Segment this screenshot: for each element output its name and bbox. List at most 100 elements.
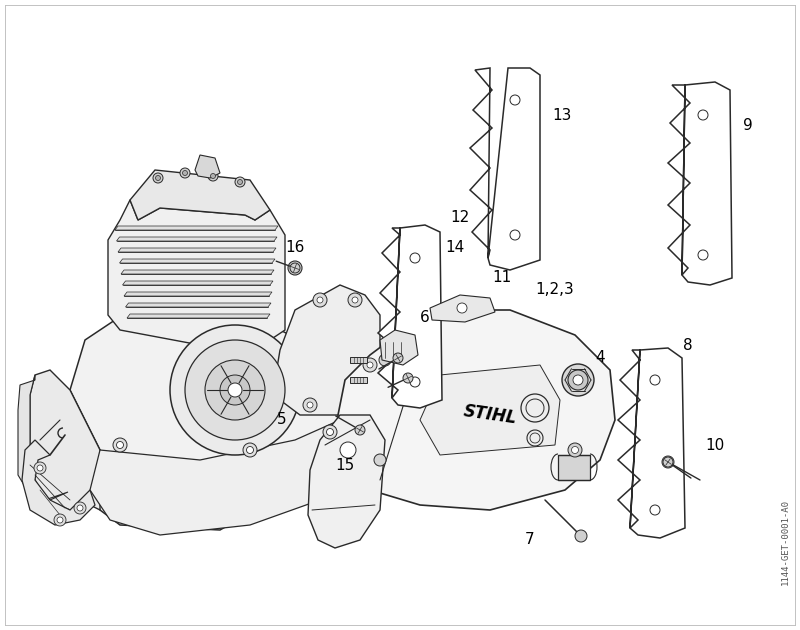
Circle shape xyxy=(290,263,300,273)
Circle shape xyxy=(243,443,257,457)
Circle shape xyxy=(37,465,43,471)
Circle shape xyxy=(313,293,327,307)
Circle shape xyxy=(662,456,674,468)
Circle shape xyxy=(180,168,190,178)
Circle shape xyxy=(363,358,377,372)
Circle shape xyxy=(562,364,594,396)
Circle shape xyxy=(303,398,317,412)
Circle shape xyxy=(323,425,337,439)
Polygon shape xyxy=(121,270,274,274)
Polygon shape xyxy=(350,377,367,383)
Polygon shape xyxy=(118,248,276,252)
Polygon shape xyxy=(22,440,95,525)
Text: 15: 15 xyxy=(335,457,354,472)
Polygon shape xyxy=(30,370,100,510)
Polygon shape xyxy=(127,314,270,318)
Circle shape xyxy=(34,462,46,474)
Circle shape xyxy=(326,428,334,435)
Polygon shape xyxy=(308,415,385,548)
Polygon shape xyxy=(275,285,380,415)
Circle shape xyxy=(238,180,242,185)
Circle shape xyxy=(457,303,467,313)
Circle shape xyxy=(317,297,323,303)
Circle shape xyxy=(393,353,403,363)
Polygon shape xyxy=(119,259,275,263)
Circle shape xyxy=(57,517,63,523)
Text: 4: 4 xyxy=(595,350,605,365)
Circle shape xyxy=(291,265,298,272)
Circle shape xyxy=(153,173,163,183)
Text: 13: 13 xyxy=(552,108,572,122)
Circle shape xyxy=(650,505,660,515)
Polygon shape xyxy=(130,170,270,220)
Polygon shape xyxy=(378,225,442,408)
Circle shape xyxy=(185,340,285,440)
Circle shape xyxy=(113,438,127,452)
Circle shape xyxy=(355,425,365,435)
Circle shape xyxy=(510,95,520,105)
Circle shape xyxy=(568,443,582,457)
Circle shape xyxy=(573,375,583,385)
Circle shape xyxy=(571,447,578,454)
Circle shape xyxy=(182,171,187,176)
Circle shape xyxy=(379,354,391,366)
Text: 7: 7 xyxy=(525,532,535,547)
Polygon shape xyxy=(430,295,495,322)
Text: 10: 10 xyxy=(706,437,725,452)
Polygon shape xyxy=(115,226,278,230)
Polygon shape xyxy=(108,200,285,345)
Circle shape xyxy=(340,442,356,458)
Circle shape xyxy=(698,110,708,120)
Circle shape xyxy=(228,383,242,397)
Polygon shape xyxy=(90,420,355,535)
Polygon shape xyxy=(558,455,590,480)
Circle shape xyxy=(650,375,660,385)
Circle shape xyxy=(54,514,66,526)
Circle shape xyxy=(235,177,245,187)
Polygon shape xyxy=(126,303,271,307)
Text: STIHL: STIHL xyxy=(462,403,518,428)
Circle shape xyxy=(663,457,673,467)
Polygon shape xyxy=(380,330,418,365)
Text: 6: 6 xyxy=(420,311,430,326)
Circle shape xyxy=(403,373,413,383)
Polygon shape xyxy=(668,82,732,285)
Circle shape xyxy=(307,402,313,408)
Circle shape xyxy=(210,173,215,178)
Polygon shape xyxy=(18,375,68,500)
Polygon shape xyxy=(124,292,272,296)
Polygon shape xyxy=(420,365,560,455)
Polygon shape xyxy=(470,68,540,270)
Text: 1144-GET-0001-A0: 1144-GET-0001-A0 xyxy=(781,499,790,585)
Text: 1,2,3: 1,2,3 xyxy=(536,282,574,297)
Text: 12: 12 xyxy=(450,210,470,226)
Circle shape xyxy=(510,230,520,240)
Circle shape xyxy=(374,454,386,466)
Polygon shape xyxy=(122,281,273,285)
Circle shape xyxy=(74,502,86,514)
Circle shape xyxy=(698,250,708,260)
Polygon shape xyxy=(117,237,277,241)
Text: 14: 14 xyxy=(446,241,465,256)
Circle shape xyxy=(410,253,420,263)
Text: 16: 16 xyxy=(286,241,305,256)
Polygon shape xyxy=(350,357,367,363)
Circle shape xyxy=(170,325,300,455)
Circle shape xyxy=(367,362,373,368)
Circle shape xyxy=(575,530,587,542)
Circle shape xyxy=(568,370,588,390)
Polygon shape xyxy=(195,155,220,178)
Circle shape xyxy=(205,360,265,420)
Circle shape xyxy=(77,505,83,511)
Circle shape xyxy=(208,171,218,181)
Polygon shape xyxy=(338,310,615,510)
Text: 11: 11 xyxy=(492,270,512,285)
Polygon shape xyxy=(618,348,685,538)
Circle shape xyxy=(246,447,254,454)
Circle shape xyxy=(410,377,420,387)
Circle shape xyxy=(348,293,362,307)
Circle shape xyxy=(117,442,123,449)
Circle shape xyxy=(155,176,161,181)
Text: 8: 8 xyxy=(683,338,693,353)
Circle shape xyxy=(288,261,302,275)
